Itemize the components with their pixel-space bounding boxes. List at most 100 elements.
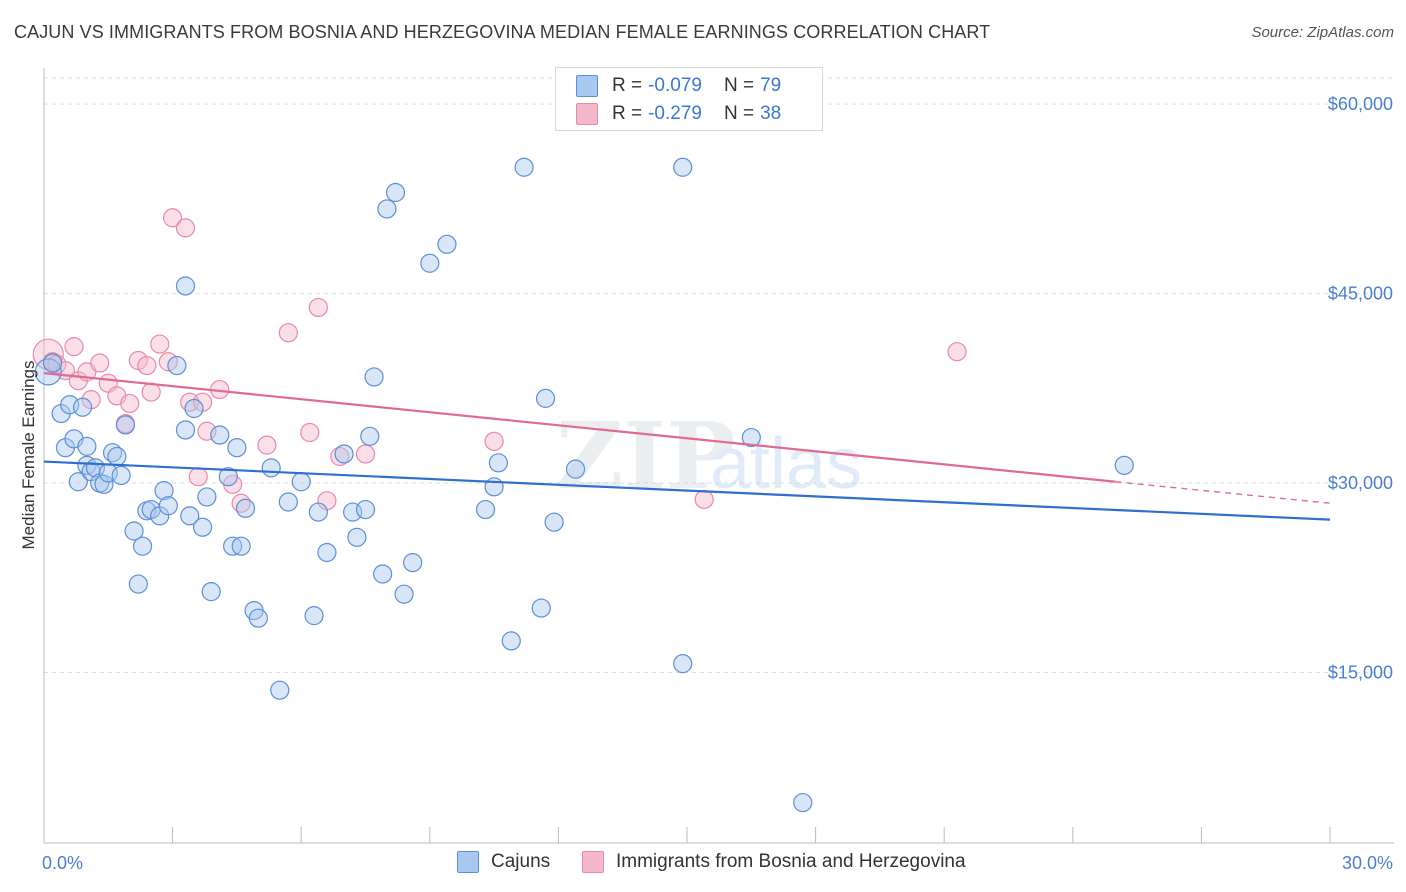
legend-row-bosnia: R = -0.279 N = 38 (576, 100, 781, 128)
pink-trend-line (43, 372, 1116, 483)
blue-data-point (403, 552, 423, 573)
blue-data-point (385, 182, 406, 203)
bottom-legend-item-cajuns[interactable]: Cajuns (457, 851, 550, 873)
blue-data-point (673, 654, 693, 674)
legend-n-label: N = (723, 75, 755, 96)
y-tick-label: $45,000 (1328, 284, 1393, 304)
blue-data-point (72, 397, 93, 417)
blue-data-point (347, 527, 367, 547)
blue-data-point (364, 367, 384, 387)
legend-row-cajuns: R = -0.079 N = 79 (576, 72, 781, 100)
blue-data-point (107, 446, 127, 467)
blue-data-point (218, 467, 238, 487)
legend-r-label: R = (612, 75, 643, 96)
blue-data-point (501, 631, 521, 651)
pink-data-point (64, 337, 84, 357)
blue-data-point (193, 517, 213, 537)
pink-data-point (300, 422, 320, 443)
pink-data-point (163, 208, 183, 228)
legend-swatch-pink (576, 103, 598, 125)
pink-data-point (355, 444, 376, 464)
x-tick-label-start: 0.0% (42, 853, 83, 873)
pink-data-point (175, 218, 196, 238)
bottom-legend-swatch-pink (582, 851, 604, 873)
blue-data-point (42, 353, 63, 373)
bottom-legend-item-bosnia[interactable]: Immigrants from Bosnia and Herzegovina (582, 851, 966, 873)
blue-data-point (304, 606, 324, 626)
y-axis-label: Median Female Earnings (19, 361, 38, 550)
watermark-atlas: atlas (710, 424, 862, 504)
bottom-legend-swatch-blue (457, 851, 479, 873)
pink-data-point (484, 431, 504, 451)
blue-data-point (77, 436, 97, 456)
blue-data-point (154, 481, 174, 501)
blue-data-point (210, 425, 230, 445)
x-tick-labels: 0.0% 30.0% (42, 853, 1393, 873)
blue-data-point (180, 506, 200, 526)
bottom-legend: Cajuns Immigrants from Bosnia and Herzeg… (0, 851, 1406, 879)
blue-data-point (184, 398, 204, 419)
legend-r-value: -0.279 (648, 103, 702, 124)
pink-data-point (141, 382, 161, 402)
legend-n-value: 38 (760, 103, 782, 124)
blue-data-point (544, 512, 564, 532)
blue-data-point (741, 427, 761, 448)
pink-data-point (120, 393, 140, 414)
pink-data-point (694, 489, 714, 510)
blue-data-point (175, 420, 196, 440)
blue-data-point (308, 502, 328, 522)
blue-data-point (488, 453, 508, 473)
blue-data-point (270, 680, 290, 700)
blue-data-point (158, 496, 178, 516)
pink-data-point (947, 342, 967, 362)
blue-data-point (278, 492, 298, 512)
blue-data-point (124, 521, 144, 541)
blue-data-point (167, 355, 187, 376)
blue-data-point (420, 253, 440, 273)
legend-n-value: 79 (760, 75, 782, 96)
blue-data-point (531, 598, 551, 618)
blue-data-point (355, 499, 376, 520)
chart-source: Source: ZipAtlas.com (1251, 24, 1394, 41)
legend-n-label: N = (723, 103, 755, 124)
blue-data-point (235, 498, 256, 518)
blue-trend-line (43, 460, 1331, 521)
x-tick-label-end: 30.0% (1342, 853, 1393, 873)
blue-data-point (248, 608, 268, 628)
legend-box: R = -0.079 N = 79 R = -0.279 N = 38 (555, 67, 823, 131)
bottom-legend-label-cajuns: Cajuns (491, 851, 551, 872)
blue-data-point (514, 157, 534, 177)
blue-data-point (373, 564, 393, 584)
legend-r-value: -0.079 (648, 75, 702, 96)
pink-data-point (257, 435, 277, 455)
blue-data-point (132, 536, 153, 556)
y-tick-label: $60,000 (1328, 94, 1393, 114)
pink-data-point (197, 421, 217, 441)
blue-series-points (34, 157, 1134, 813)
pink-data-point (150, 334, 170, 354)
pink-data-point (137, 355, 157, 376)
blue-data-point (475, 499, 496, 520)
chart-title: CAJUN VS IMMIGRANTS FROM BOSNIA AND HERZ… (14, 22, 991, 42)
blue-data-point (291, 472, 311, 492)
blue-data-point (394, 584, 414, 604)
blue-data-point (201, 582, 221, 602)
blue-data-point (673, 157, 693, 177)
blue-data-point (261, 458, 281, 478)
blue-data-point (231, 536, 251, 556)
blue-data-point (227, 438, 247, 458)
y-tick-label: $15,000 (1328, 662, 1393, 682)
blue-data-point (34, 358, 62, 386)
trend-lines (43, 372, 1331, 521)
blue-data-point (197, 487, 217, 507)
blue-data-point (535, 388, 556, 408)
legend-swatch-blue (576, 75, 598, 97)
blue-data-point (94, 474, 114, 494)
blue-data-point (317, 542, 337, 563)
blue-data-point (68, 472, 88, 492)
blue-data-point (175, 276, 196, 296)
pink-series-points (32, 208, 967, 513)
blue-data-point (793, 792, 813, 813)
blue-data-point (334, 444, 354, 464)
